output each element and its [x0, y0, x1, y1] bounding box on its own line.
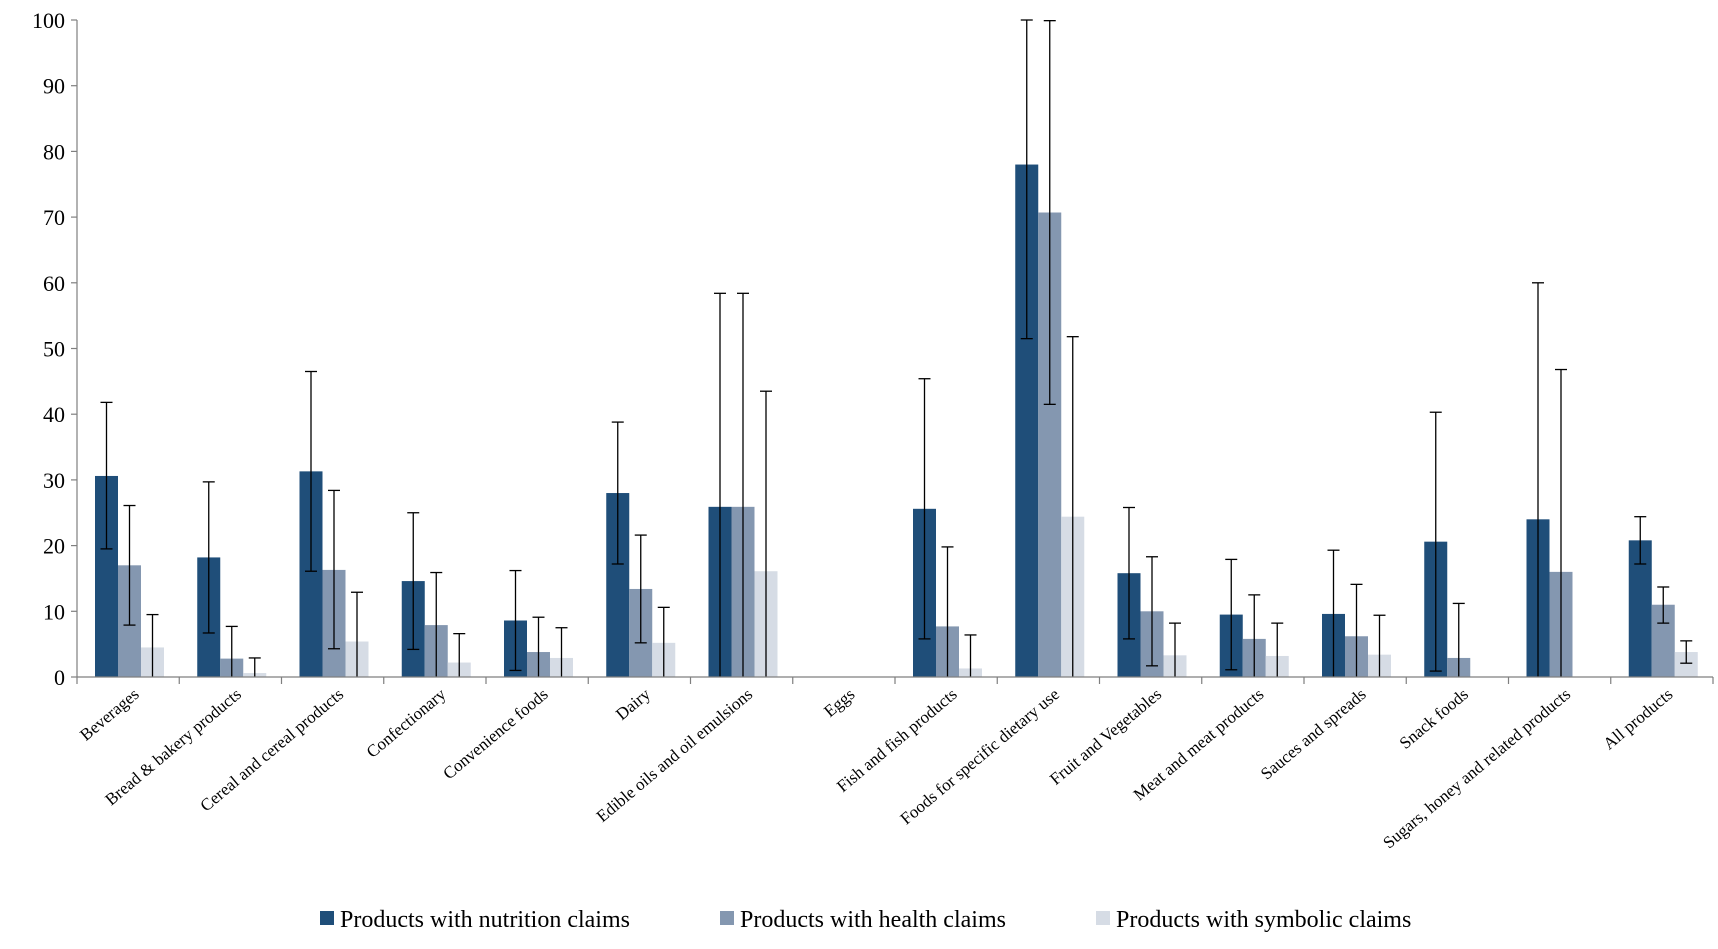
y-tick-label: 50: [43, 337, 65, 362]
y-tick-label: 20: [43, 534, 65, 559]
legend-label-0: Products with nutrition claims: [340, 907, 630, 933]
legend-swatch-2: [1096, 911, 1110, 925]
legend-label-2: Products with symbolic claims: [1116, 907, 1411, 933]
legend-swatch-1: [720, 911, 734, 925]
x-tick-label: All products: [1599, 685, 1676, 754]
y-tick-label: 30: [43, 468, 65, 493]
x-tick-label: Convenience foods: [439, 685, 551, 784]
x-tick-label: Confectionary: [363, 684, 450, 761]
x-tick-label: Sauces and spreads: [1257, 685, 1370, 784]
y-tick-label: 10: [43, 599, 65, 624]
x-tick-label: Snack foods: [1396, 685, 1472, 753]
x-tick-label: Eggs: [820, 685, 858, 721]
y-tick-label: 80: [43, 139, 65, 164]
x-tick-label: Fruit and Vegetables: [1046, 685, 1165, 789]
bar-layer: [95, 165, 1698, 677]
x-tick-label: Dairy: [612, 684, 654, 724]
y-tick-label: 0: [54, 665, 65, 690]
legend: Products with nutrition claims Products w…: [320, 907, 1411, 933]
y-tick-label: 60: [43, 271, 65, 296]
x-tick-label: Beverages: [76, 685, 142, 745]
legend-label-1: Products with health claims: [740, 907, 1006, 933]
y-axis: 0 10 20 30 40 50 60 70 80 90 100: [32, 8, 77, 690]
y-tick-label: 70: [43, 205, 65, 230]
legend-swatch-0: [320, 911, 334, 925]
y-tick-label: 100: [32, 8, 65, 33]
y-tick-label: 90: [43, 74, 65, 99]
y-tick-label: 40: [43, 402, 65, 427]
x-tick-label: Sugars, honey and related products: [1379, 685, 1574, 853]
